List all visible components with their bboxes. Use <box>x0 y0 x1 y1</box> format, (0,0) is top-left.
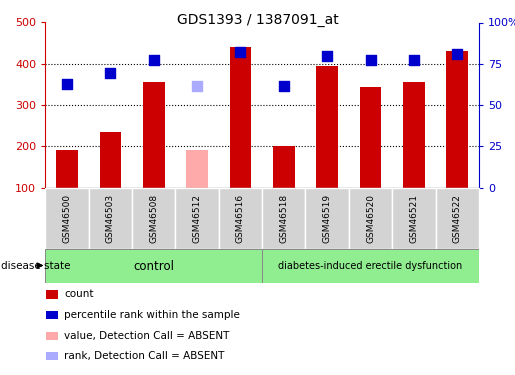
Bar <box>132 188 176 249</box>
Text: GSM46500: GSM46500 <box>62 194 72 243</box>
Bar <box>56 150 78 188</box>
Bar <box>89 188 132 249</box>
Bar <box>447 51 468 188</box>
Point <box>367 57 375 63</box>
Bar <box>219 188 262 249</box>
Bar <box>359 87 382 188</box>
Text: GSM46519: GSM46519 <box>323 194 332 243</box>
Point <box>63 81 71 87</box>
Point <box>193 82 201 88</box>
Text: GSM46516: GSM46516 <box>236 194 245 243</box>
Point <box>280 84 288 90</box>
Point <box>106 70 114 76</box>
Bar <box>230 47 251 188</box>
Bar <box>436 188 479 249</box>
Bar <box>176 188 219 249</box>
Bar <box>349 188 392 249</box>
Point <box>236 49 245 55</box>
Text: disease state: disease state <box>1 261 71 271</box>
Text: rank, Detection Call = ABSENT: rank, Detection Call = ABSENT <box>64 351 225 361</box>
Bar <box>392 188 436 249</box>
Point <box>150 57 158 63</box>
Text: diabetes-induced erectile dysfunction: diabetes-induced erectile dysfunction <box>279 261 462 271</box>
Bar <box>99 132 121 188</box>
Text: count: count <box>64 290 94 299</box>
Text: GDS1393 / 1387091_at: GDS1393 / 1387091_at <box>177 13 338 27</box>
Text: GSM46512: GSM46512 <box>193 194 201 243</box>
Point <box>323 53 331 59</box>
Text: GSM46522: GSM46522 <box>453 194 462 243</box>
Text: GSM46520: GSM46520 <box>366 194 375 243</box>
Point <box>453 51 461 57</box>
Bar <box>273 146 295 188</box>
Point <box>410 57 418 63</box>
Bar <box>262 188 305 249</box>
Bar <box>186 150 208 188</box>
Text: value, Detection Call = ABSENT: value, Detection Call = ABSENT <box>64 331 230 340</box>
Text: GSM46518: GSM46518 <box>279 194 288 243</box>
Text: GSM46508: GSM46508 <box>149 194 158 243</box>
Text: control: control <box>133 260 174 273</box>
Bar <box>45 188 89 249</box>
Bar <box>262 249 479 283</box>
Text: percentile rank within the sample: percentile rank within the sample <box>64 310 241 320</box>
Text: GSM46521: GSM46521 <box>409 194 418 243</box>
Bar <box>45 249 262 283</box>
Bar <box>316 66 338 188</box>
Bar <box>143 82 165 188</box>
Bar <box>403 82 425 188</box>
Text: GSM46503: GSM46503 <box>106 194 115 243</box>
Bar <box>305 188 349 249</box>
